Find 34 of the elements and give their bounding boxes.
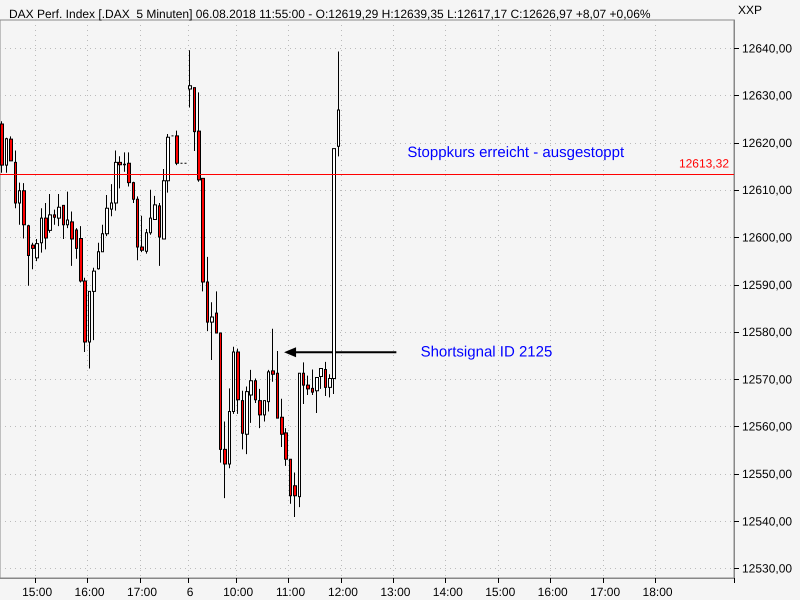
y-tick-label: 12580,00 <box>742 325 792 340</box>
x-tick-label: 16:00 <box>538 585 568 599</box>
y-tick-label: 12530,00 <box>742 562 792 576</box>
annotation: Stoppkurs erreicht - ausgestoppt <box>407 144 625 161</box>
y-tick-label: 12560,00 <box>742 420 792 434</box>
x-tick-label: 18:00 <box>642 585 673 599</box>
y-tick-label: 12570,00 <box>742 372 792 386</box>
candlestick <box>175 130 179 166</box>
y-tick-label: 12590,00 <box>742 278 792 292</box>
x-tick-label: 11:00 <box>276 585 306 599</box>
candlestick <box>258 388 262 429</box>
y-tick-label: 12620,00 <box>742 136 792 150</box>
x-tick-label: 12:00 <box>328 585 358 599</box>
ref-line-label: 12613,32 <box>678 156 730 171</box>
y-tick-label: 12600,00 <box>742 230 792 245</box>
x-tick-label: 17:00 <box>126 585 158 599</box>
x-tick-label: 13:00 <box>380 585 411 599</box>
y-tick-label: 12550,00 <box>742 466 792 481</box>
annotation: Shortsignal ID 2125 <box>420 344 552 361</box>
x-tick-label: 15:00 <box>485 585 516 599</box>
y-axis-title: XXP <box>738 3 762 17</box>
x-tick-label: 16:00 <box>74 585 105 599</box>
chart-title: DAX Perf. Index [.DAX 5 Minuten] 06.08.2018 11:55:00 - O:12619,29 H:12639,35 L:12617,17 C:12626,97 +8,07 +0,06% <box>9 7 651 21</box>
x-tick-label: 14:00 <box>432 585 464 599</box>
y-tick-label: 12640,00 <box>742 41 792 56</box>
x-tick-label: 15:00 <box>22 585 52 599</box>
y-tick-label: 12540,00 <box>742 514 792 528</box>
candlestick <box>236 348 240 414</box>
candlestick <box>337 50 340 157</box>
x-tick-label: 17:00 <box>590 585 620 599</box>
y-tick-label: 12610,00 <box>742 183 792 198</box>
x-tick-label: 10:00 <box>223 585 254 599</box>
y-tick-label: 12630,00 <box>742 88 792 103</box>
x-tick-label: 6 <box>186 585 194 599</box>
